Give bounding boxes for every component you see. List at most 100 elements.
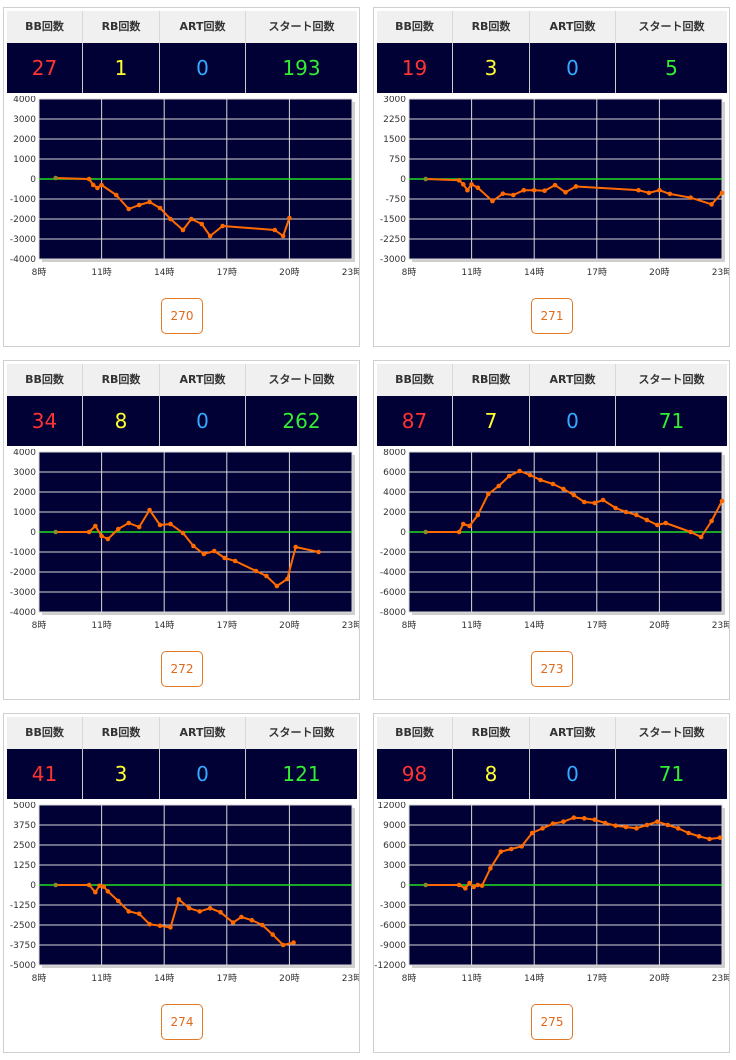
start-count: 5 [616, 43, 727, 93]
x-tick-label: 17時 [217, 620, 237, 631]
data-point [581, 816, 587, 821]
data-point [663, 520, 668, 526]
data-point [53, 882, 58, 888]
data-point [475, 882, 481, 888]
art-header: ART回数 [530, 717, 616, 749]
data-point [456, 529, 462, 535]
stats-header-row: BB回数 RB回数 ART回数 スタート回数 [7, 717, 357, 749]
data-point [274, 583, 280, 589]
stats-value-row: 41 3 0 121 [7, 749, 357, 799]
y-tick-label: 3000 [383, 861, 406, 871]
data-point [471, 884, 476, 890]
data-point [508, 846, 514, 852]
data-point [665, 822, 671, 828]
y-tick-label: 2250 [383, 115, 406, 125]
x-tick-label: 23時 [342, 267, 359, 278]
data-point [113, 192, 119, 198]
x-tick-label: 8時 [402, 267, 417, 278]
rb-header: RB回数 [83, 364, 160, 396]
data-point [423, 882, 428, 888]
y-tick-label: -4000 [10, 255, 36, 265]
data-point [280, 233, 286, 239]
data-point [709, 518, 714, 524]
y-tick-label: -8000 [380, 608, 406, 618]
y-tick-label: 2000 [13, 135, 36, 145]
stats-table: BB回数 RB回数 ART回数 スタート回数 27 1 0 193 [7, 11, 357, 93]
data-point [550, 821, 556, 826]
rb-count: 8 [453, 749, 530, 799]
x-tick-label: 14時 [154, 267, 174, 278]
payout-line-chart: 5000 3750 2500 1250 0 -1250 -2500 -3750 -5000 8時 1… [10, 802, 359, 984]
art-count: 0 [530, 396, 616, 446]
x-tick-label: 23時 [712, 973, 729, 984]
rb-header: RB回数 [453, 364, 530, 396]
data-point [101, 884, 106, 889]
stats-value-row: 27 1 0 193 [7, 43, 357, 93]
data-point [571, 815, 577, 820]
y-tick-label: 4000 [13, 96, 36, 105]
data-point [90, 182, 96, 188]
data-point [270, 932, 276, 937]
data-point [467, 880, 472, 886]
data-point [511, 192, 516, 198]
stats-table: BB回数 RB回数 ART回数 スタート回数 41 3 0 121 [7, 717, 357, 799]
x-tick-label: 14時 [524, 267, 544, 278]
data-point [157, 205, 163, 211]
data-point [490, 198, 495, 204]
y-tick-label: 6000 [383, 468, 406, 478]
y-tick-label: 0 [400, 528, 406, 538]
data-point [218, 909, 223, 915]
data-point [180, 227, 186, 233]
y-tick-label: -9000 [380, 941, 406, 951]
data-point [571, 492, 577, 498]
start-count: 121 [246, 749, 357, 799]
data-point [280, 942, 286, 948]
machine-number-button[interactable]: 273 [531, 651, 573, 687]
stats-table: BB回数 RB回数 ART回数 スタート回数 34 8 0 262 [7, 364, 357, 446]
data-point [126, 909, 132, 914]
machine-number-button[interactable]: 275 [531, 1004, 573, 1040]
art-header: ART回数 [160, 364, 246, 396]
data-point [115, 526, 121, 532]
x-tick-label: 8時 [32, 620, 47, 631]
data-point [540, 826, 545, 831]
machine-card: BB回数 RB回数 ART回数 スタート回数 41 3 0 121 5000 37… [3, 713, 360, 1053]
x-tick-label: 11時 [91, 620, 111, 631]
data-point [667, 191, 673, 197]
x-tick-label: 11時 [91, 973, 111, 984]
bb-count: 27 [7, 43, 83, 93]
art-count: 0 [530, 43, 616, 93]
x-tick-label: 23時 [342, 973, 359, 984]
x-tick-label: 20時 [649, 973, 669, 984]
x-tick-label: 14時 [154, 973, 174, 984]
data-point [479, 883, 485, 888]
machine-number-button[interactable]: 272 [161, 651, 203, 687]
data-point [207, 233, 213, 239]
rb-count: 8 [83, 396, 160, 446]
machine-number-button[interactable]: 270 [161, 298, 203, 334]
data-point [207, 905, 213, 911]
data-point [573, 184, 579, 189]
bb-count: 41 [7, 749, 83, 799]
y-tick-label: -2000 [10, 568, 36, 578]
data-point [719, 190, 725, 196]
stats-header-row: BB回数 RB回数 ART回数 スタート回数 [7, 364, 357, 396]
y-tick-label: 4000 [383, 488, 406, 498]
data-point [636, 187, 641, 193]
data-point [97, 883, 102, 889]
data-point [602, 820, 608, 826]
y-tick-label: 0 [30, 881, 36, 891]
data-point [293, 544, 298, 550]
stats-value-row: 98 8 0 71 [377, 749, 727, 799]
start-header: スタート回数 [616, 364, 727, 396]
y-tick-label: -4000 [380, 568, 406, 578]
x-tick-label: 17時 [587, 973, 607, 984]
data-point [498, 849, 504, 854]
data-point [126, 206, 132, 212]
data-point [316, 549, 321, 555]
payout-line-chart: 4000 3000 2000 1000 0 -1000 -2000 -3000 -4000 8時 1… [10, 96, 359, 278]
data-point [99, 533, 104, 539]
machine-number-button[interactable]: 271 [531, 298, 573, 334]
data-point [719, 498, 725, 504]
machine-number-button[interactable]: 274 [161, 1004, 203, 1040]
